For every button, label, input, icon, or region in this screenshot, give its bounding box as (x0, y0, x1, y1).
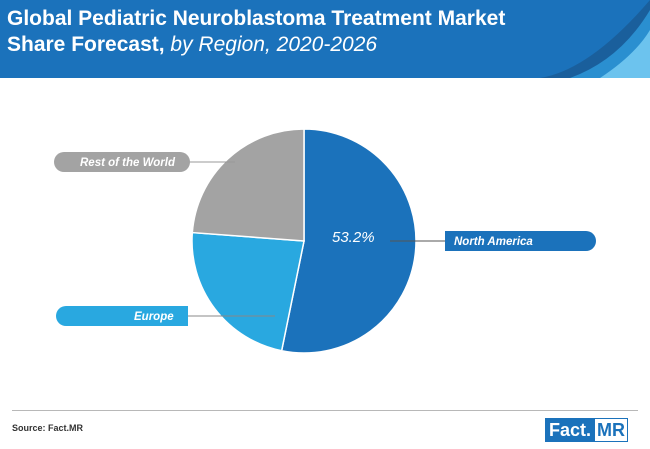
label-rest-of-world: Rest of the World (80, 157, 176, 169)
label-north-america: North America (454, 236, 533, 248)
title-line-2-italic: by Region, 2020-2026 (164, 33, 378, 56)
label-europe: Europe (134, 311, 174, 323)
chart-title: Global Pediatric Neuroblastoma Treatment… (7, 6, 505, 58)
pie-slices (191, 128, 417, 354)
header-banner: Global Pediatric Neuroblastoma Treatment… (0, 0, 650, 78)
logo-text-mr: MR (594, 418, 629, 442)
north-america-percent-label: 53.2% (332, 229, 375, 246)
pie-slice-europe (191, 231, 305, 352)
factmr-logo: Fact. MR (545, 418, 629, 442)
logo-text-fact: Fact. (545, 418, 595, 442)
header-decoration (540, 0, 650, 78)
title-line-2: Share Forecast, by Region, 2020-2026 (7, 32, 505, 58)
source-note: Source: Fact.MR (12, 423, 84, 433)
pie-slice-north-america (280, 128, 417, 354)
callouts: Rest of the World North America Europe 5… (54, 152, 596, 326)
callout-europe: Europe (56, 306, 275, 326)
title-line-2-bold: Share Forecast, (7, 33, 165, 56)
callout-rest-of-world: Rest of the World (54, 152, 235, 172)
callout-north-america: North America (390, 231, 596, 251)
label-pill-europe (56, 306, 188, 326)
label-pill-rest-of-world (54, 152, 190, 172)
label-pill-north-america (445, 231, 596, 251)
title-line-1: Global Pediatric Neuroblastoma Treatment… (7, 7, 506, 30)
pie-slice-rest-of-the-world (191, 128, 305, 242)
footer-divider (12, 410, 638, 411)
